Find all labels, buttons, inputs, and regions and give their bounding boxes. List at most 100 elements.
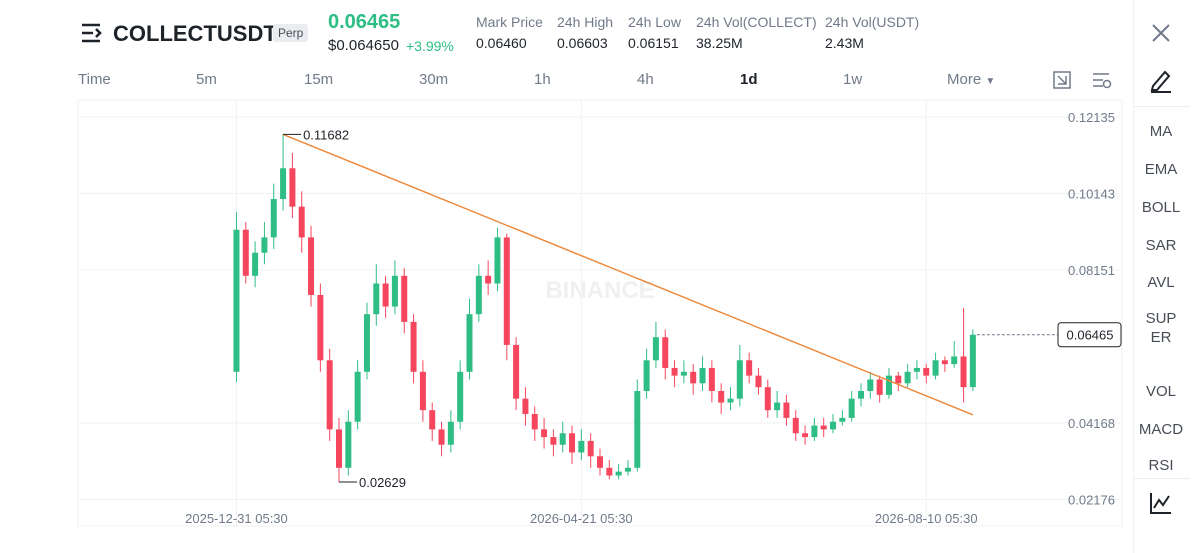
stat-label: Mark Price — [476, 14, 543, 30]
x-tick-label: 2025-12-31 05:30 — [185, 511, 288, 526]
y-tick-label: 0.12135 — [1068, 110, 1115, 125]
settings-icon[interactable] — [1091, 70, 1113, 90]
candle-body — [951, 356, 958, 365]
candle-body — [280, 168, 287, 199]
interval[interactable]: 1h — [534, 71, 551, 88]
candle-body — [242, 229, 249, 276]
candle-body — [531, 414, 538, 430]
candle-body — [457, 371, 464, 422]
stat-value: 0.06151 — [628, 35, 679, 51]
badge: Perp — [273, 24, 309, 42]
candle-body — [485, 275, 492, 284]
last-price-label: 0.06465 — [1067, 328, 1114, 343]
candle-body — [308, 237, 315, 295]
indicator[interactable]: SUPER — [1145, 310, 1177, 346]
candle-body — [270, 198, 277, 238]
candle-body — [401, 275, 408, 322]
high-label: 0.11682 — [303, 127, 349, 142]
candle-body — [252, 252, 259, 276]
candle-body — [503, 237, 510, 345]
candle-body — [885, 375, 892, 395]
candle-body — [261, 237, 268, 253]
candle-body — [820, 425, 827, 430]
indicator[interactable]: VOL — [1145, 383, 1176, 400]
draw-icon[interactable] — [1148, 68, 1174, 94]
candle-body — [447, 421, 454, 445]
x-tick-label: 2026-04-21 05:30 — [530, 511, 633, 526]
candle-body — [550, 437, 557, 445]
interval[interactable]: 15m — [304, 71, 334, 88]
candle-body — [708, 367, 715, 391]
candle-body — [634, 390, 641, 468]
candle-body — [363, 314, 370, 372]
candle-body — [848, 398, 855, 418]
sidebar-sep — [1134, 106, 1190, 107]
candle-body — [336, 429, 342, 468]
candle-body — [727, 398, 734, 403]
watermark: BINANCE — [545, 277, 654, 304]
y-tick-label: 0.08151 — [1068, 263, 1115, 278]
candle-body — [699, 367, 706, 384]
stat-label: 24h Vol(COLLECT) — [696, 14, 817, 30]
stat-label: 24h Low — [628, 14, 681, 30]
candle-body — [690, 371, 697, 384]
indicators: MA EMA BOLL SAR AVL SUPER VOL MACD RSI — [1138, 123, 1184, 474]
candle-body — [652, 337, 659, 361]
time-label: Time — [78, 71, 111, 88]
chart-icon[interactable] — [1148, 490, 1174, 516]
candle-body — [606, 467, 613, 476]
indicator[interactable]: BOLL — [1141, 199, 1181, 216]
interval[interactable]: 1w — [843, 71, 863, 88]
more-text[interactable]: More — [947, 71, 982, 88]
candle-body — [541, 429, 548, 438]
chart: BINANCE 0.12135 0.10143 0.08151 0.04168 0.021… — [77, 99, 1123, 527]
indicator[interactable]: MACD — [1138, 421, 1184, 438]
interval[interactable]: 5m — [196, 71, 217, 88]
candle-body — [643, 360, 650, 391]
menu-icon[interactable] — [80, 22, 106, 44]
candle-body — [233, 229, 240, 372]
indicator[interactable]: EMA — [1144, 161, 1178, 178]
candle-body — [736, 360, 743, 399]
candle-body — [969, 334, 976, 388]
stat-value: 0.06603 — [557, 35, 608, 51]
more[interactable]: More ▼ — [947, 71, 996, 88]
candle-body — [513, 344, 520, 399]
change: +3.99% — [406, 38, 454, 54]
sidebar-divider — [1133, 0, 1134, 553]
indicator[interactable]: SAR — [1145, 237, 1177, 254]
indicator[interactable]: RSI — [1148, 457, 1174, 474]
candle-body — [391, 275, 398, 307]
interval[interactable]: 4h — [637, 71, 654, 88]
candle-body — [578, 440, 585, 453]
candle-body — [569, 433, 576, 453]
close-icon[interactable] — [1150, 22, 1172, 44]
symbol[interactable]: COLLECTUSDT — [113, 21, 277, 46]
candle-body — [382, 283, 389, 307]
candle-body — [830, 421, 837, 430]
candle-body — [941, 360, 948, 365]
candle-body — [615, 471, 622, 476]
candle-body — [932, 360, 939, 376]
interval[interactable]: 1d — [740, 71, 758, 88]
candle-body — [913, 367, 920, 372]
price: 0.06465 — [328, 11, 401, 33]
candle-body — [326, 360, 333, 430]
candle-body — [904, 371, 911, 384]
candle-body — [438, 429, 445, 445]
candle-body — [671, 367, 678, 376]
indicator[interactable]: MA — [1149, 123, 1173, 140]
y-tick-label: 0.10143 — [1068, 187, 1115, 202]
candle-body — [718, 390, 725, 403]
candle-body — [811, 425, 818, 438]
tool-icon[interactable] — [1052, 70, 1072, 90]
candle-body — [867, 379, 874, 391]
interval[interactable]: 30m — [419, 71, 449, 88]
indicator[interactable]: AVL — [1147, 274, 1175, 291]
sidebar-sep — [1134, 478, 1190, 479]
candle-body — [429, 410, 436, 430]
candle-body — [494, 237, 501, 284]
candle-body — [559, 433, 566, 445]
candle-body — [774, 402, 781, 411]
